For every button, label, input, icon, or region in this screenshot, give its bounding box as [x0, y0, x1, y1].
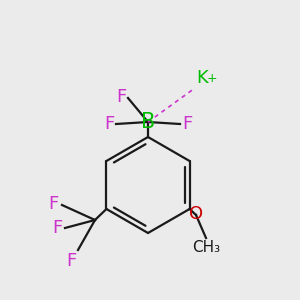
- Text: F: F: [49, 195, 59, 213]
- Text: F: F: [182, 115, 192, 133]
- Text: +: +: [207, 72, 217, 85]
- Text: F: F: [67, 252, 77, 270]
- Text: F: F: [52, 219, 62, 237]
- Text: F: F: [104, 115, 114, 133]
- Text: K: K: [196, 69, 208, 87]
- Text: O: O: [189, 205, 203, 223]
- Text: B: B: [141, 112, 155, 132]
- Text: CH₃: CH₃: [192, 240, 220, 255]
- Text: F: F: [116, 88, 126, 106]
